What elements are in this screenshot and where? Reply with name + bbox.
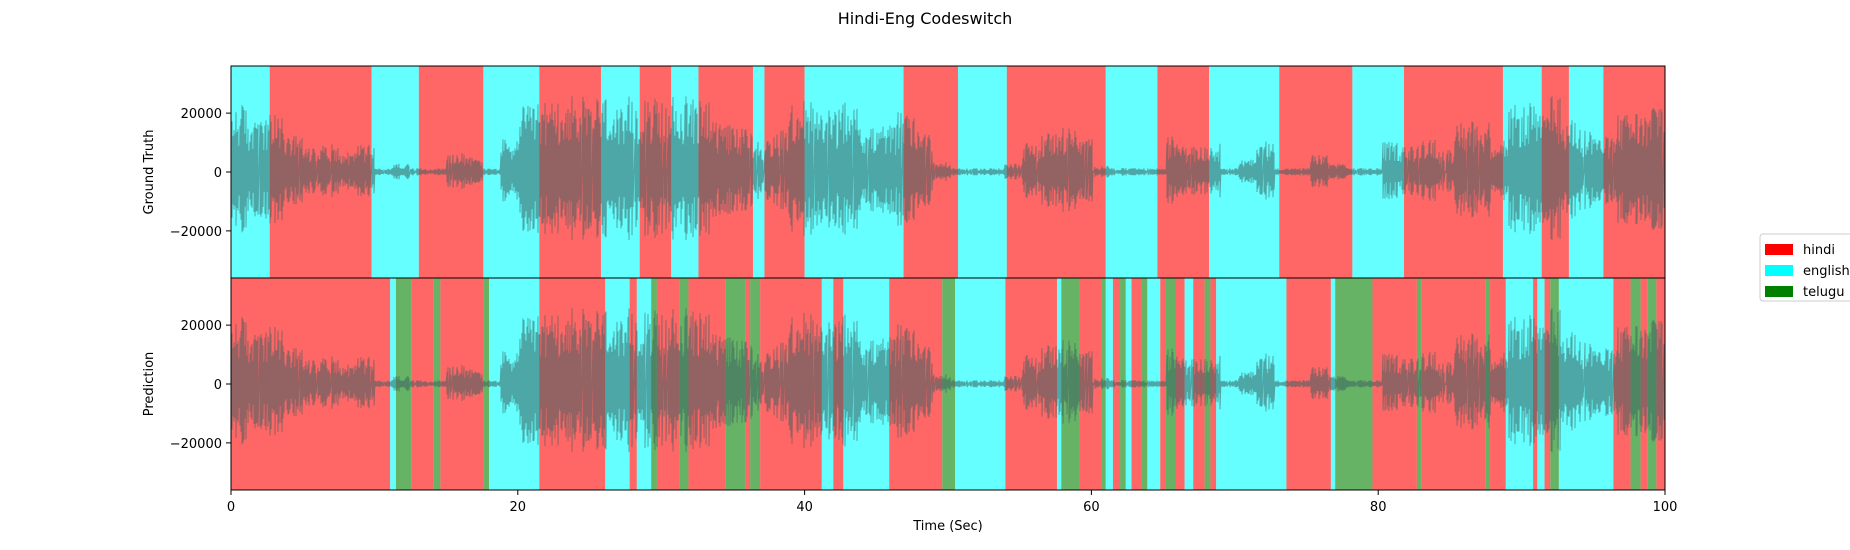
panel-prediction: 20000 0 −20000 Prediction [142,277,1666,491]
y-tick-label: 20000 [181,319,222,334]
legend-label-telugu: telugu [1803,285,1844,300]
legend-label-english: english [1803,264,1850,279]
legend-label-hindi: hindi [1803,243,1835,258]
x-axis-label: Time (Sec) [912,519,983,534]
x-tick-label: 0 [227,500,235,515]
y-axis-label: Prediction [142,352,157,417]
waveform-line [230,308,1665,453]
panels-layer: 20000 0 −20000 Ground Truth 20000 0 −20000 Pred… [142,65,1678,515]
x-tick-label: 60 [1083,500,1100,515]
waveform-line [230,96,1665,241]
x-tick-label: 80 [1370,500,1387,515]
x-axis: 0 20 40 60 80 100 [227,490,1678,515]
y-tick-label: 20000 [181,107,222,122]
legend: hindi english telugu [1759,233,1850,302]
legend-swatch-english [1765,265,1793,276]
legend-swatch-hindi [1765,244,1793,255]
legend-swatch-telugu [1765,286,1793,297]
y-tick-label: 0 [214,378,222,393]
x-tick-label: 20 [510,500,527,515]
y-tick-label: −20000 [170,225,222,240]
chart-title: Hindi-Eng Codeswitch [838,9,1013,28]
y-tick-label: −20000 [170,437,222,452]
panel-ground-truth: 20000 0 −20000 Ground Truth [142,65,1666,279]
y-axis-label: Ground Truth [142,130,157,215]
x-tick-label: 100 [1653,500,1678,515]
x-tick-label: 40 [796,500,813,515]
y-tick-label: 0 [214,166,222,181]
